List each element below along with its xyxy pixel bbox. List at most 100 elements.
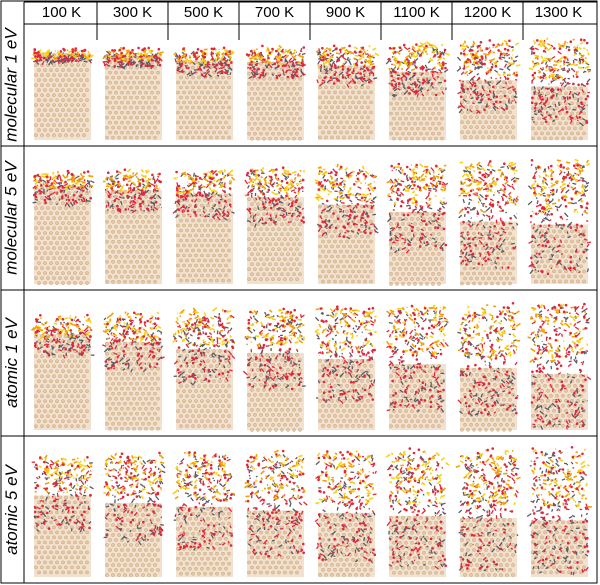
silicon-atom	[153, 65, 157, 70]
oxygen-atom	[267, 56, 270, 60]
silicon-atom	[132, 264, 136, 269]
silicon-atom	[120, 234, 124, 239]
silicon-atom	[79, 211, 83, 215]
oxide-bond	[244, 179, 249, 185]
oxygen-atom	[83, 48, 87, 52]
silicon-atom	[179, 125, 183, 130]
oxygen-atom	[275, 168, 278, 171]
oxygen-atom	[71, 48, 74, 51]
surface-bond	[486, 70, 489, 73]
silicon-atom	[46, 226, 50, 230]
silicon-atom	[37, 108, 41, 112]
silicon-atom	[318, 234, 322, 239]
surface-bond	[228, 182, 232, 185]
silicon-atom	[502, 100, 506, 105]
silicon-atom	[283, 121, 287, 126]
surface-bond	[196, 54, 199, 58]
oxide-bond	[184, 61, 187, 64]
silicon-atom	[416, 136, 420, 141]
silicon-atom	[82, 276, 86, 280]
surface-bond	[578, 46, 582, 51]
silicon-atom	[419, 111, 423, 116]
silicon-atom	[298, 76, 302, 81]
oxide-bond	[148, 61, 152, 66]
oxide-bond	[258, 51, 262, 57]
silicon-atom	[395, 121, 399, 126]
silicon-atom	[330, 254, 334, 259]
oxide-bond	[506, 64, 512, 69]
surface-bond	[81, 180, 86, 184]
silicon-atom	[76, 256, 80, 260]
oxygen-atom	[325, 199, 329, 203]
silicon-atom	[37, 78, 41, 82]
silicon-atom	[70, 123, 74, 127]
silicon-atom	[55, 118, 59, 122]
silicon-atom	[286, 126, 290, 131]
oxygen-atom	[186, 190, 189, 193]
surface-bond	[260, 168, 264, 173]
oxygen-atom	[570, 116, 574, 120]
surface-bond	[256, 194, 260, 197]
silicon-atom	[502, 130, 506, 135]
silicon-atom	[153, 95, 157, 100]
silicon-atom	[120, 224, 124, 229]
silicon-atom	[147, 85, 151, 90]
oxide-bond	[63, 183, 69, 187]
oxide-bond	[216, 74, 220, 77]
silicon-atom	[156, 90, 160, 95]
silicon-atom	[345, 209, 349, 214]
silicon-atom	[268, 126, 272, 131]
surface-bond	[338, 190, 343, 194]
silicon-atom	[73, 78, 77, 82]
silicon-atom	[179, 105, 183, 110]
silicon-atom	[156, 100, 160, 105]
oxide-bond	[187, 66, 191, 70]
surface-bond	[229, 169, 234, 174]
surface-bond	[215, 50, 221, 55]
surface-bond	[264, 59, 269, 64]
silicon-atom	[58, 256, 62, 260]
oxide-bond	[89, 60, 92, 64]
silicon-atom	[188, 110, 192, 115]
oxide-bond	[355, 77, 358, 80]
silicon-atom	[327, 90, 331, 95]
oxide-bond	[220, 195, 223, 198]
oxygen-atom	[176, 188, 179, 192]
silicon-atom	[354, 65, 358, 70]
silicon-atom	[194, 243, 198, 248]
silicon-atom	[298, 116, 302, 121]
silicon-atom	[153, 75, 157, 80]
silicon-atom	[176, 90, 180, 95]
silicon-atom	[534, 131, 538, 136]
silicon-atom	[188, 273, 192, 278]
silicon-atom	[185, 228, 189, 233]
oxide-bond	[284, 58, 287, 62]
oxygen-atom	[200, 49, 203, 53]
silicon-atom	[141, 239, 145, 244]
silicon-atom	[345, 269, 349, 274]
snapshot-panel	[244, 166, 306, 284]
silicon-atom	[194, 100, 198, 105]
silicon-atom	[357, 239, 361, 244]
silicon-atom	[537, 116, 541, 121]
silicon-atom	[218, 263, 222, 268]
oxide-bond	[253, 71, 256, 75]
surface-bond	[218, 48, 221, 51]
oxide-bond	[565, 61, 570, 64]
silicon-atom	[327, 249, 331, 254]
surface-bond	[134, 172, 139, 177]
oxygen-atom	[557, 88, 560, 91]
oxygen-atom	[577, 83, 580, 87]
silicon-atom	[286, 86, 290, 91]
oxide-bond	[210, 195, 213, 198]
oxygen-atom	[42, 56, 46, 60]
silicon-atom	[250, 232, 254, 237]
silicon-atom	[105, 209, 109, 214]
silicon-atom	[271, 267, 275, 272]
silicon-atom	[82, 256, 86, 260]
oxide-bond	[427, 60, 431, 64]
oxide-bond	[359, 77, 364, 83]
silicon-atom	[144, 194, 148, 199]
silicon-atom	[212, 80, 216, 85]
surface-bond	[463, 40, 467, 44]
